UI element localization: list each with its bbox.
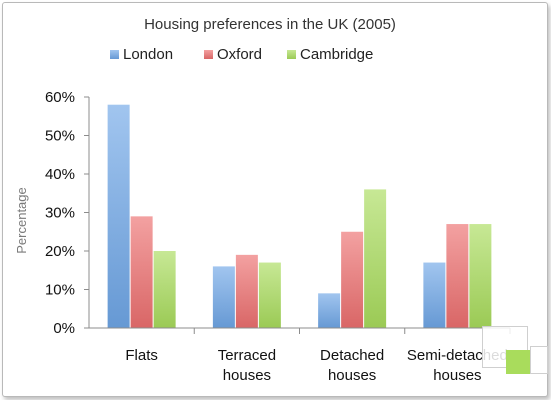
overlay-artifact xyxy=(506,350,530,374)
overlay-artifact xyxy=(530,346,548,374)
y-axis: 0% 10% 20% 30% 40% 50% 60% xyxy=(45,89,90,337)
legend-label-cambridge: Cambridge xyxy=(300,46,373,63)
bar-london xyxy=(423,262,446,328)
bar-cambridge xyxy=(258,262,281,328)
legend-label-london: London xyxy=(123,46,173,63)
y-tick-label: 40% xyxy=(45,166,75,183)
bars xyxy=(107,104,492,328)
y-tick-label: 50% xyxy=(45,128,75,145)
legend-swatch-oxford xyxy=(204,50,213,59)
chart-title: Housing preferences in the UK (2005) xyxy=(144,16,396,33)
legend-swatch-cambridge xyxy=(287,50,296,59)
bar-cambridge xyxy=(153,251,176,328)
legend-swatch-london xyxy=(110,50,119,59)
legend: London Oxford Cambridge xyxy=(110,46,373,63)
bar-oxford xyxy=(235,254,258,328)
bar-cambridge xyxy=(469,224,492,328)
legend-label-oxford: Oxford xyxy=(217,46,262,63)
x-category-label: Detached houses xyxy=(320,347,384,384)
y-tick-label: 0% xyxy=(53,320,75,337)
bar-cambridge xyxy=(364,189,387,328)
chart-frame xyxy=(2,2,548,397)
bar-london xyxy=(318,293,341,328)
x-category-label: Flats xyxy=(125,347,158,364)
bar-oxford xyxy=(341,231,364,328)
bar-london xyxy=(107,104,130,328)
x-category-label: Terraced houses xyxy=(218,347,276,384)
y-tick-label: 60% xyxy=(45,89,75,106)
y-tick-label: 10% xyxy=(45,282,75,299)
y-axis-label: Percentage xyxy=(14,187,29,254)
y-tick-label: 30% xyxy=(45,205,75,222)
bar-london xyxy=(212,266,235,328)
y-tick-label: 20% xyxy=(45,243,75,260)
bar-oxford xyxy=(446,224,469,328)
bar-oxford xyxy=(130,216,153,328)
